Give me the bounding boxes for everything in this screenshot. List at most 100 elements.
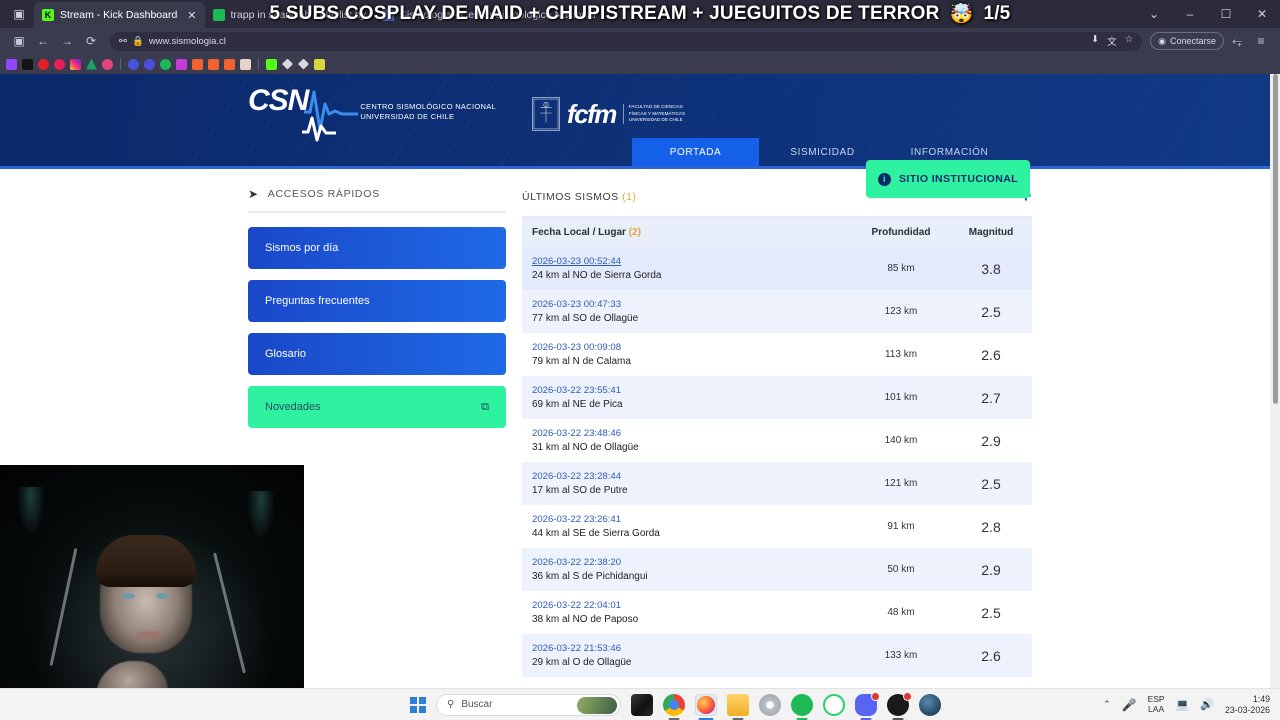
sidebar-item-preguntas-frecuentes[interactable]: Preguntas frecuentes: [248, 280, 506, 322]
quake-date-link[interactable]: 2026-03-22 23:55:41: [532, 385, 622, 396]
close-window-icon[interactable]: ✕: [1256, 7, 1268, 21]
tray-display-icon[interactable]: 💻: [1175, 699, 1190, 711]
connect-label: Conectarse: [1169, 36, 1216, 46]
csn-logo[interactable]: CSN CENTRO SISMOLÓGICO NACIONAL UNIVERSI…: [248, 86, 496, 142]
table-row[interactable]: 2026-03-22 23:28:44 17 km al SO de Putre…: [522, 462, 1032, 505]
taskbar-widgets-icon[interactable]: [631, 693, 653, 716]
cell-depth: 48 km: [887, 607, 915, 618]
taskbar-whatsapp-icon[interactable]: [823, 693, 845, 716]
quake-date-link[interactable]: 2026-03-22 22:04:01: [532, 600, 622, 611]
taskbar-spotify-icon[interactable]: [791, 693, 813, 720]
quake-date-link[interactable]: 2026-03-23 00:47:33: [532, 299, 622, 310]
share-icon[interactable]: ⥆: [1232, 33, 1242, 48]
taskbar-search[interactable]: ⚲ Buscar: [436, 693, 621, 716]
tray-date: 23-03-2026: [1225, 704, 1270, 715]
bookmark-colorful-icon[interactable]: [314, 58, 325, 70]
table-row[interactable]: 2026-03-22 21:53:46 29 km al O de Ollagü…: [522, 634, 1032, 677]
table-row[interactable]: 2026-03-22 23:48:46 31 km al NO de Ollag…: [522, 419, 1032, 462]
bookmark-mail-icon[interactable]: [128, 58, 139, 70]
chevron-down-icon[interactable]: ⌄: [1148, 7, 1160, 21]
cell-date-place: 2026-03-23 00:52:44 24 km al NO de Sierr…: [522, 247, 852, 290]
sidebar-item-novedades[interactable]: Novedades ⧉: [248, 386, 506, 428]
bookmark-orange-2-icon[interactable]: [208, 58, 219, 70]
nav-tab-informacion[interactable]: INFORMACIÓN: [886, 138, 1013, 166]
back-icon[interactable]: ←: [37, 34, 49, 48]
table-row[interactable]: 2026-03-23 00:52:44 24 km al NO de Sierr…: [522, 247, 1032, 290]
quake-date-link[interactable]: 2026-03-22 22:38:20: [532, 557, 622, 568]
nav-tab-portada[interactable]: PORTADA: [632, 138, 759, 166]
quake-date-link[interactable]: 2026-03-22 23:28:44: [532, 471, 622, 482]
bookmark-orange-1-icon[interactable]: [192, 58, 203, 70]
translate-icon[interactable]: 文: [1107, 37, 1117, 48]
quake-date-link[interactable]: 2026-03-23 00:09:08: [532, 342, 622, 353]
bookmark-streamlabs-icon[interactable]: [144, 58, 155, 70]
bookmark-fire-icon[interactable]: [240, 58, 251, 70]
bookmark-twitch-icon[interactable]: [6, 58, 17, 70]
notification-badge: [871, 691, 880, 701]
minimize-icon[interactable]: –: [1186, 7, 1194, 21]
tray-microphone-icon[interactable]: 🎤: [1121, 697, 1137, 712]
tray-language-indicator[interactable]: ESP LAA: [1148, 694, 1165, 715]
nav-tab-sismicidad[interactable]: SISMICIDAD: [759, 138, 886, 166]
bookmark-youtube-icon[interactable]: [38, 58, 49, 70]
bookmark-google-drive-icon[interactable]: [86, 58, 97, 70]
fcfm-logo[interactable]: fcfm FACULTAD DE CIENCIAS FÍSICAS Y MATE…: [531, 97, 685, 131]
address-bar[interactable]: ⚯ 🔒 www.sismologia.cl ⬇ 文 ☆: [110, 31, 1143, 51]
bookmark-instagram-icon[interactable]: [70, 58, 81, 70]
quake-date-link[interactable]: 2026-03-23 00:52:44: [532, 256, 622, 267]
taskbar-file-explorer-icon[interactable]: [727, 693, 749, 720]
bookmark-tools-icon[interactable]: [176, 58, 187, 70]
tray-chevron-up-icon[interactable]: ⌃: [1103, 699, 1111, 709]
taskbar-discord-icon[interactable]: [855, 691, 880, 720]
tray-volume-icon[interactable]: 🔊: [1200, 699, 1214, 711]
taskbar-kick-icon[interactable]: [887, 691, 912, 720]
window-controls: ⌄ – ☐ ✕: [1136, 0, 1280, 28]
bookmark-tiktok-icon[interactable]: [22, 58, 33, 70]
column-depth[interactable]: Profundidad: [852, 218, 950, 247]
quake-date-link[interactable]: 2026-03-22 23:48:46: [532, 428, 622, 439]
close-icon[interactable]: ✕: [187, 9, 197, 22]
browser-tab-1[interactable]: trapp in spanishh - playlist by: [205, 2, 374, 28]
table-row[interactable]: 2026-03-22 23:55:41 69 km al NE de Pica …: [522, 376, 1032, 419]
table-row[interactable]: 2026-03-22 22:04:01 38 km al NO de Papos…: [522, 591, 1032, 634]
save-page-icon[interactable]: ⬇: [1091, 34, 1100, 45]
page-scrollbar[interactable]: [1270, 74, 1280, 702]
bookmark-orange-3-icon[interactable]: [224, 58, 235, 70]
table-row[interactable]: 2026-03-23 00:47:33 77 km al SO de Ollag…: [522, 290, 1032, 333]
bookmark-diamond-1-icon[interactable]: [282, 58, 293, 70]
bookmark-audio-icon[interactable]: [102, 58, 113, 70]
taskbar-firefox-icon[interactable]: [695, 693, 717, 720]
browser-tab-2[interactable]: Sismologia - Centro Sismologico Nacional: [374, 2, 604, 28]
table-row[interactable]: 2026-03-22 22:38:20 36 km al S de Pichid…: [522, 548, 1032, 591]
browser-tab-0[interactable]: K Stream - Kick Dashboard ✕: [34, 2, 205, 28]
sidebar-toggle-icon[interactable]: ▣: [13, 34, 25, 48]
bookmark-kick-icon[interactable]: [266, 58, 277, 70]
table-row[interactable]: 2026-03-22 23:26:41 44 km al SE de Sierr…: [522, 505, 1032, 548]
reload-icon[interactable]: ⟳: [85, 34, 97, 48]
sidebar-item-glosario[interactable]: Glosario: [248, 333, 506, 375]
bookmark-star-icon[interactable]: ☆: [1124, 34, 1134, 45]
table-row[interactable]: 2026-03-23 00:09:08 79 km al N de Calama…: [522, 333, 1032, 376]
tray-clock[interactable]: 1:49 23-03-2026: [1225, 694, 1270, 715]
tab-search-icon[interactable]: ▣: [13, 7, 25, 21]
start-button-icon[interactable]: [410, 696, 426, 713]
browser-menu-icon[interactable]: ≡: [1257, 34, 1265, 48]
quake-date-link[interactable]: 2026-03-22 21:53:46: [532, 643, 622, 654]
bookmark-diamond-2-icon[interactable]: [298, 58, 309, 70]
taskbar-steam-icon[interactable]: [919, 693, 941, 716]
column-date-place[interactable]: Fecha Local / Lugar (2): [522, 218, 852, 247]
bookmarks-bar: [0, 54, 1280, 74]
maximize-icon[interactable]: ☐: [1220, 7, 1232, 21]
taskbar-chrome-icon[interactable]: [663, 693, 685, 720]
scrollbar-thumb[interactable]: [1273, 74, 1278, 404]
taskbar-disc-player-icon[interactable]: [759, 693, 781, 716]
site-nav: PORTADA SISMICIDAD INFORMACIÓN: [632, 138, 1013, 166]
forward-icon[interactable]: →: [61, 34, 73, 48]
institutional-site-button[interactable]: i SITIO INSTITUCIONAL: [866, 160, 1030, 198]
quake-date-link[interactable]: 2026-03-22 23:26:41: [532, 514, 622, 525]
bookmark-spotify-icon[interactable]: [160, 58, 171, 70]
connect-button[interactable]: ◉ Conectarse: [1150, 32, 1224, 50]
sidebar-item-sismos-por-dia[interactable]: Sismos por día: [248, 227, 506, 269]
bookmark-record-icon[interactable]: [54, 58, 65, 70]
column-magnitude[interactable]: Magnitud: [950, 218, 1032, 247]
